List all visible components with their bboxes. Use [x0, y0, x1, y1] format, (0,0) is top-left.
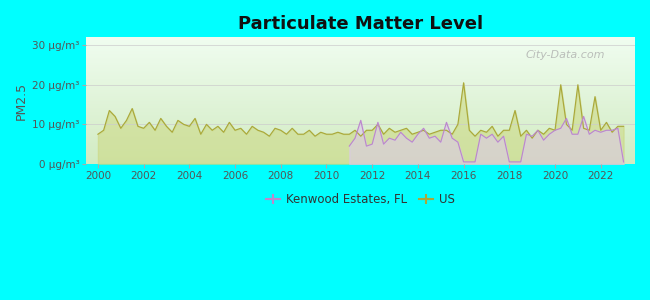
Legend: Kenwood Estates, FL, US: Kenwood Estates, FL, US — [261, 189, 460, 211]
Title: Particulate Matter Level: Particulate Matter Level — [238, 15, 484, 33]
Text: City-Data.com: City-Data.com — [525, 50, 604, 60]
Y-axis label: PM2.5: PM2.5 — [15, 82, 28, 120]
